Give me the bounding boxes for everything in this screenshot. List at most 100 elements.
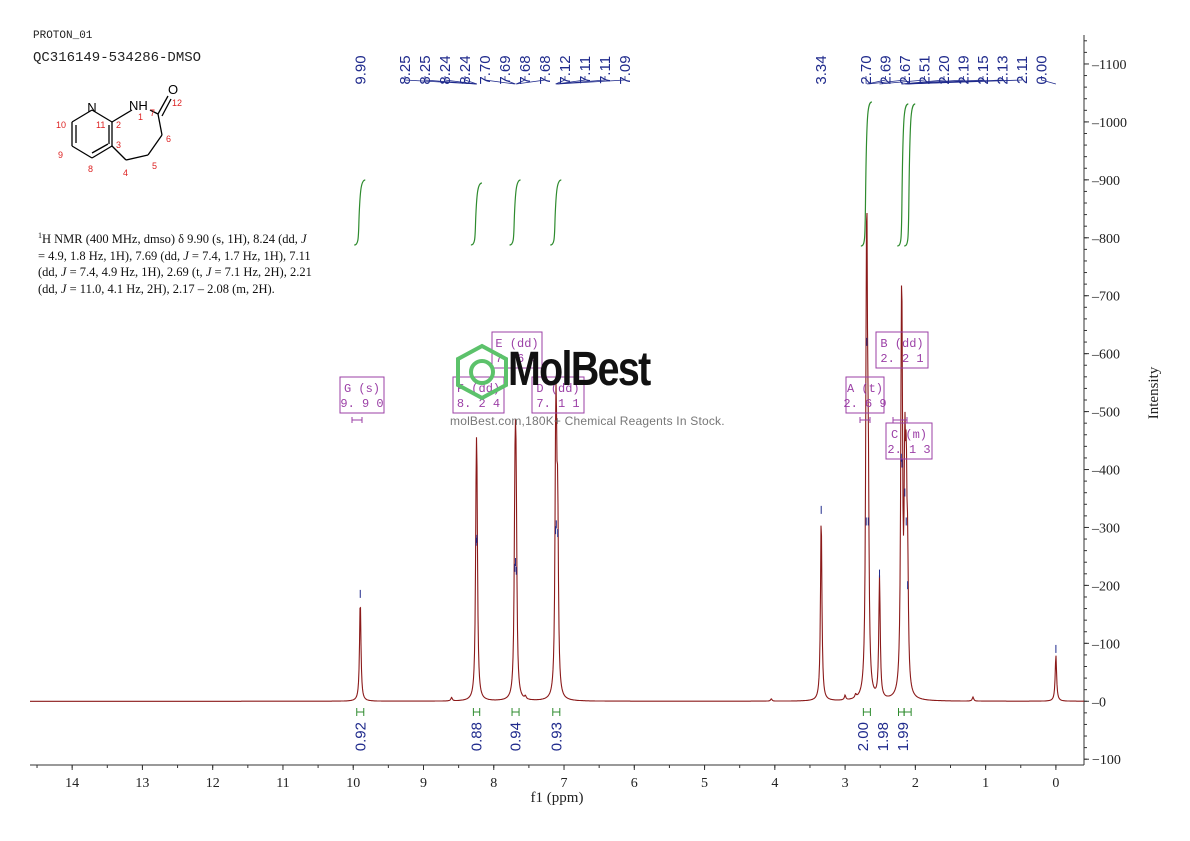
peak-label: 2.13 xyxy=(995,55,1012,84)
peak-label: 3.34 xyxy=(813,55,830,84)
atom-number: 5 xyxy=(152,161,157,171)
integral-value: 2.00 xyxy=(855,722,872,751)
caption-superscript: 1 xyxy=(38,231,42,240)
x-tick-label: 12 xyxy=(206,776,220,791)
atom-o: O xyxy=(168,82,178,97)
multiplet-box xyxy=(875,331,929,369)
peak-label-connector xyxy=(555,76,566,85)
atom-number: 1 xyxy=(138,112,143,122)
peak-label-connector xyxy=(557,76,626,85)
y-tick-label: –600 xyxy=(1091,348,1120,363)
x-tick-label: 13 xyxy=(135,776,149,791)
peak-label-connector xyxy=(879,76,925,85)
peak-label: 2.15 xyxy=(975,55,992,84)
multiplet-shift: 2. 6 9 xyxy=(843,397,886,411)
peak-label: 2.70 xyxy=(858,55,875,84)
y-tick-label: –1000 xyxy=(1091,116,1127,131)
x-tick-label: 3 xyxy=(842,776,849,791)
peak-label: 8.25 xyxy=(397,55,414,84)
peak-label-connector xyxy=(907,76,1023,85)
peak-label: 7.12 xyxy=(557,55,574,84)
atom-number: 3 xyxy=(116,140,121,150)
y-tick-label: –300 xyxy=(1091,521,1120,536)
x-tick-label: 6 xyxy=(631,776,638,791)
caption-part: J xyxy=(301,232,307,247)
peak-label: 2.51 xyxy=(917,55,934,84)
peak-label: 7.09 xyxy=(617,55,634,84)
sample-id: QC316149-534286-DMSO xyxy=(33,50,202,66)
peak-label-connector xyxy=(424,76,477,85)
watermark-logo-icon xyxy=(456,343,508,401)
nmr-description: 1H NMR (400 MHz, dmso) δ 9.90 (s, 1H), 8… xyxy=(38,228,373,297)
peak-label: 0.00 xyxy=(1034,55,1051,84)
peak-label: 7.11 xyxy=(577,56,594,84)
multiplet-label: E (dd) xyxy=(495,337,538,351)
x-tick-label: 9 xyxy=(420,776,427,791)
x-tick-label: 7 xyxy=(561,776,568,791)
x-tick-label: 8 xyxy=(490,776,497,791)
x-tick-label: 1 xyxy=(982,776,989,791)
y-tick-label: –1100 xyxy=(1091,58,1126,73)
y-tick-label: –400 xyxy=(1091,464,1120,479)
peak-label-connector xyxy=(404,76,477,85)
caption-part: J xyxy=(183,248,189,263)
integral-curve xyxy=(470,182,483,246)
caption-part: H NMR (400 MHz, dmso) δ 9.90 (s, 1H), 8.… xyxy=(42,232,302,247)
chemical-structure: N NH O 1 2 3 4 5 6 7 8 9 10 11 12 xyxy=(56,82,182,178)
integral-curve xyxy=(354,179,366,246)
peak-label: 8.24 xyxy=(457,55,474,84)
atom-n-ring: N xyxy=(87,100,96,115)
atom-number: 7 xyxy=(150,108,155,118)
watermark-brand: MolBest xyxy=(508,343,651,396)
integral-value: 1.99 xyxy=(895,722,912,751)
atom-numbers: 1 2 3 4 5 6 7 8 9 10 11 12 xyxy=(56,98,182,178)
peak-label: 7.68 xyxy=(537,55,554,84)
peak-label: 2.67 xyxy=(897,55,914,84)
caption-part: J xyxy=(205,265,212,280)
multiplet-box xyxy=(339,376,385,414)
x-tick-label: 2 xyxy=(912,776,919,791)
atom-number: 8 xyxy=(88,164,93,174)
integral-value: 0.94 xyxy=(508,722,525,751)
peak-label-connector xyxy=(464,76,478,85)
y-tick-label: –200 xyxy=(1091,579,1120,594)
y-tick-label: −100 xyxy=(1092,753,1121,768)
integral-value: 0.93 xyxy=(548,722,565,751)
spectrum-trace xyxy=(30,212,1084,702)
integral-curve xyxy=(904,103,916,247)
peak-label: 9.90 xyxy=(352,55,369,84)
atom-number: 2 xyxy=(116,120,121,130)
caption-part: = 7.4, 4.9 Hz, 1H), 2.69 (t, xyxy=(66,265,206,280)
caption-part: (dd, xyxy=(38,281,61,296)
x-tick-label: 14 xyxy=(65,776,79,791)
peak-label: 8.25 xyxy=(417,55,434,84)
x-tick-label: 4 xyxy=(771,776,778,791)
multiplet-shift: 2. 1 3 xyxy=(887,443,930,457)
caption-part: = 7.1 Hz, 2H), 2.21 xyxy=(211,265,312,280)
caption-part: J xyxy=(60,265,67,280)
y-tick-label: –0 xyxy=(1091,695,1106,710)
peak-label-connector xyxy=(556,76,586,85)
x-tick-label: 11 xyxy=(276,776,289,791)
peak-label: 7.11 xyxy=(597,56,614,84)
peak-label: 2.20 xyxy=(936,55,953,84)
integral-value: 1.98 xyxy=(875,722,892,751)
caption-part: = 4.9, 1.8 Hz, 1H), 7.69 (dd, xyxy=(38,248,184,263)
multiplet-shift: 9. 9 0 xyxy=(340,397,383,411)
peak-label: 7.69 xyxy=(497,55,514,84)
peak-label: 7.70 xyxy=(477,55,494,84)
peak-label-connector xyxy=(444,76,477,85)
y-tick-label: –900 xyxy=(1091,174,1120,189)
peak-label: 2.69 xyxy=(878,55,895,84)
peak-label-connector xyxy=(901,76,964,85)
multiplet-shift: 7. 1 1 xyxy=(536,397,579,411)
atom-number: 6 xyxy=(166,134,171,144)
caption-part: = 7.4, 1.7 Hz, 1H), 7.11 xyxy=(188,248,311,263)
multiplet-box xyxy=(452,376,505,414)
peak-label-connector xyxy=(484,76,515,85)
y-tick-label: –800 xyxy=(1091,232,1120,247)
atom-nh: NH xyxy=(129,98,148,113)
peak-label: 8.24 xyxy=(437,55,454,84)
